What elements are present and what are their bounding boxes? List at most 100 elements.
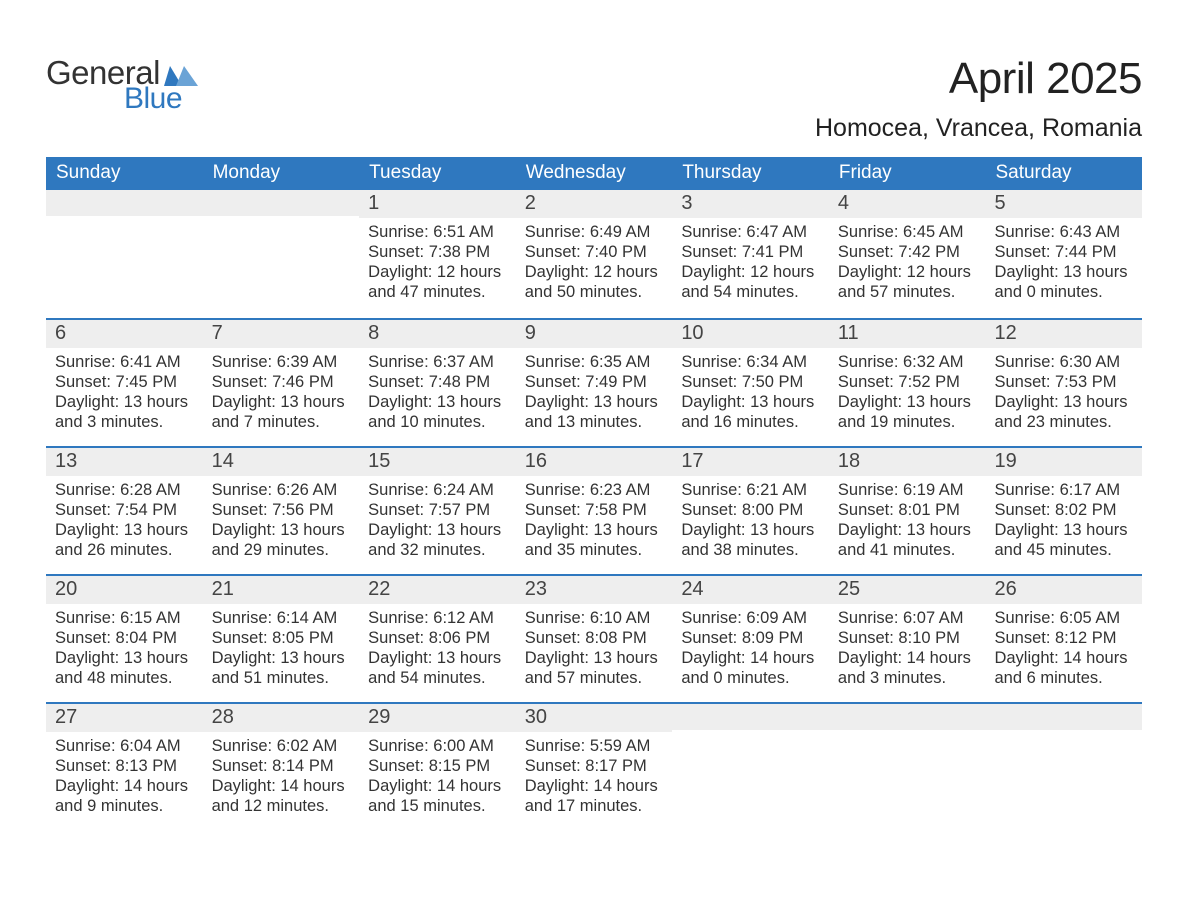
day-body: Sunrise: 6:05 AMSunset: 8:12 PMDaylight:… — [994, 604, 1133, 689]
location-text: Homocea, Vrancea, Romania — [815, 114, 1142, 143]
sunrise-text: Sunrise: 6:30 AM — [994, 352, 1133, 372]
day-body: Sunrise: 6:15 AMSunset: 8:04 PMDaylight:… — [55, 604, 194, 689]
brand-word2: Blue — [124, 82, 182, 116]
weekday-header: Tuesday — [359, 157, 516, 190]
daylight-text: Daylight: 14 hours and 0 minutes. — [681, 648, 820, 688]
day-number: 20 — [46, 576, 203, 604]
sunrise-text: Sunrise: 6:49 AM — [525, 222, 664, 242]
day-number: 5 — [985, 190, 1142, 218]
day-number: 21 — [203, 576, 360, 604]
day-body — [994, 730, 1133, 734]
sunset-text: Sunset: 8:06 PM — [368, 628, 507, 648]
day-body: Sunrise: 6:45 AMSunset: 7:42 PMDaylight:… — [838, 218, 977, 303]
sunrise-text: Sunrise: 6:04 AM — [55, 736, 194, 756]
day-body — [838, 730, 977, 734]
day-cell: 16Sunrise: 6:23 AMSunset: 7:58 PMDayligh… — [516, 448, 673, 574]
day-body: Sunrise: 6:00 AMSunset: 8:15 PMDaylight:… — [368, 732, 507, 817]
sunset-text: Sunset: 8:02 PM — [994, 500, 1133, 520]
sunset-text: Sunset: 8:04 PM — [55, 628, 194, 648]
daylight-text: Daylight: 12 hours and 47 minutes. — [368, 262, 507, 302]
day-cell: 19Sunrise: 6:17 AMSunset: 8:02 PMDayligh… — [985, 448, 1142, 574]
sunrise-text: Sunrise: 6:35 AM — [525, 352, 664, 372]
day-number: 12 — [985, 320, 1142, 348]
day-number: 7 — [203, 320, 360, 348]
day-number: 25 — [829, 576, 986, 604]
day-cell: 18Sunrise: 6:19 AMSunset: 8:01 PMDayligh… — [829, 448, 986, 574]
day-body: Sunrise: 6:07 AMSunset: 8:10 PMDaylight:… — [838, 604, 977, 689]
daylight-text: Daylight: 12 hours and 54 minutes. — [681, 262, 820, 302]
daylight-text: Daylight: 13 hours and 32 minutes. — [368, 520, 507, 560]
sunset-text: Sunset: 8:15 PM — [368, 756, 507, 776]
day-cell: 29Sunrise: 6:00 AMSunset: 8:15 PMDayligh… — [359, 704, 516, 830]
day-number: 6 — [46, 320, 203, 348]
flag-icon — [164, 66, 198, 86]
calendar-grid: SundayMondayTuesdayWednesdayThursdayFrid… — [46, 157, 1142, 830]
day-number: 27 — [46, 704, 203, 732]
day-number — [46, 190, 203, 216]
sunset-text: Sunset: 7:52 PM — [838, 372, 977, 392]
day-number: 15 — [359, 448, 516, 476]
daylight-text: Daylight: 13 hours and 54 minutes. — [368, 648, 507, 688]
sunset-text: Sunset: 7:48 PM — [368, 372, 507, 392]
sunrise-text: Sunrise: 6:41 AM — [55, 352, 194, 372]
day-number — [672, 704, 829, 730]
calendar-page: General Blue April 2025 Homocea, Vrancea… — [0, 0, 1188, 870]
sunset-text: Sunset: 7:42 PM — [838, 242, 977, 262]
day-number: 11 — [829, 320, 986, 348]
sunrise-text: Sunrise: 6:34 AM — [681, 352, 820, 372]
sunset-text: Sunset: 7:38 PM — [368, 242, 507, 262]
day-number: 1 — [359, 190, 516, 218]
daylight-text: Daylight: 13 hours and 16 minutes. — [681, 392, 820, 432]
week-row: 20Sunrise: 6:15 AMSunset: 8:04 PMDayligh… — [46, 574, 1142, 702]
sunset-text: Sunset: 7:50 PM — [681, 372, 820, 392]
day-body: Sunrise: 6:04 AMSunset: 8:13 PMDaylight:… — [55, 732, 194, 817]
daylight-text: Daylight: 13 hours and 7 minutes. — [212, 392, 351, 432]
day-body: Sunrise: 6:21 AMSunset: 8:00 PMDaylight:… — [681, 476, 820, 561]
daylight-text: Daylight: 13 hours and 0 minutes. — [994, 262, 1133, 302]
daylight-text: Daylight: 13 hours and 3 minutes. — [55, 392, 194, 432]
sunrise-text: Sunrise: 6:02 AM — [212, 736, 351, 756]
daylight-text: Daylight: 13 hours and 13 minutes. — [525, 392, 664, 432]
day-cell — [203, 190, 360, 318]
day-cell: 27Sunrise: 6:04 AMSunset: 8:13 PMDayligh… — [46, 704, 203, 830]
sunrise-text: Sunrise: 6:17 AM — [994, 480, 1133, 500]
sunrise-text: Sunrise: 6:00 AM — [368, 736, 507, 756]
day-cell: 7Sunrise: 6:39 AMSunset: 7:46 PMDaylight… — [203, 320, 360, 446]
daylight-text: Daylight: 13 hours and 23 minutes. — [994, 392, 1133, 432]
daylight-text: Daylight: 12 hours and 50 minutes. — [525, 262, 664, 302]
sunrise-text: Sunrise: 6:14 AM — [212, 608, 351, 628]
day-number: 9 — [516, 320, 673, 348]
sunset-text: Sunset: 7:54 PM — [55, 500, 194, 520]
day-cell: 9Sunrise: 6:35 AMSunset: 7:49 PMDaylight… — [516, 320, 673, 446]
day-body: Sunrise: 6:51 AMSunset: 7:38 PMDaylight:… — [368, 218, 507, 303]
day-number: 13 — [46, 448, 203, 476]
day-body: Sunrise: 6:14 AMSunset: 8:05 PMDaylight:… — [212, 604, 351, 689]
day-number: 29 — [359, 704, 516, 732]
weeks-container: 1Sunrise: 6:51 AMSunset: 7:38 PMDaylight… — [46, 190, 1142, 830]
day-cell: 3Sunrise: 6:47 AMSunset: 7:41 PMDaylight… — [672, 190, 829, 318]
day-body: Sunrise: 6:47 AMSunset: 7:41 PMDaylight:… — [681, 218, 820, 303]
day-cell: 12Sunrise: 6:30 AMSunset: 7:53 PMDayligh… — [985, 320, 1142, 446]
daylight-text: Daylight: 14 hours and 9 minutes. — [55, 776, 194, 816]
day-body: Sunrise: 6:28 AMSunset: 7:54 PMDaylight:… — [55, 476, 194, 561]
sunset-text: Sunset: 8:10 PM — [838, 628, 977, 648]
sunrise-text: Sunrise: 6:07 AM — [838, 608, 977, 628]
sunrise-text: Sunrise: 6:26 AM — [212, 480, 351, 500]
weekday-header: Friday — [829, 157, 986, 190]
sunrise-text: Sunrise: 6:21 AM — [681, 480, 820, 500]
day-cell: 1Sunrise: 6:51 AMSunset: 7:38 PMDaylight… — [359, 190, 516, 318]
day-number: 28 — [203, 704, 360, 732]
day-number: 30 — [516, 704, 673, 732]
sunrise-text: Sunrise: 6:43 AM — [994, 222, 1133, 242]
daylight-text: Daylight: 13 hours and 10 minutes. — [368, 392, 507, 432]
day-cell: 13Sunrise: 6:28 AMSunset: 7:54 PMDayligh… — [46, 448, 203, 574]
day-number: 3 — [672, 190, 829, 218]
day-body: Sunrise: 6:24 AMSunset: 7:57 PMDaylight:… — [368, 476, 507, 561]
sunset-text: Sunset: 8:05 PM — [212, 628, 351, 648]
sunset-text: Sunset: 8:01 PM — [838, 500, 977, 520]
day-body: Sunrise: 6:10 AMSunset: 8:08 PMDaylight:… — [525, 604, 664, 689]
day-cell: 4Sunrise: 6:45 AMSunset: 7:42 PMDaylight… — [829, 190, 986, 318]
weekday-header: Saturday — [985, 157, 1142, 190]
daylight-text: Daylight: 13 hours and 35 minutes. — [525, 520, 664, 560]
day-body: Sunrise: 6:43 AMSunset: 7:44 PMDaylight:… — [994, 218, 1133, 303]
